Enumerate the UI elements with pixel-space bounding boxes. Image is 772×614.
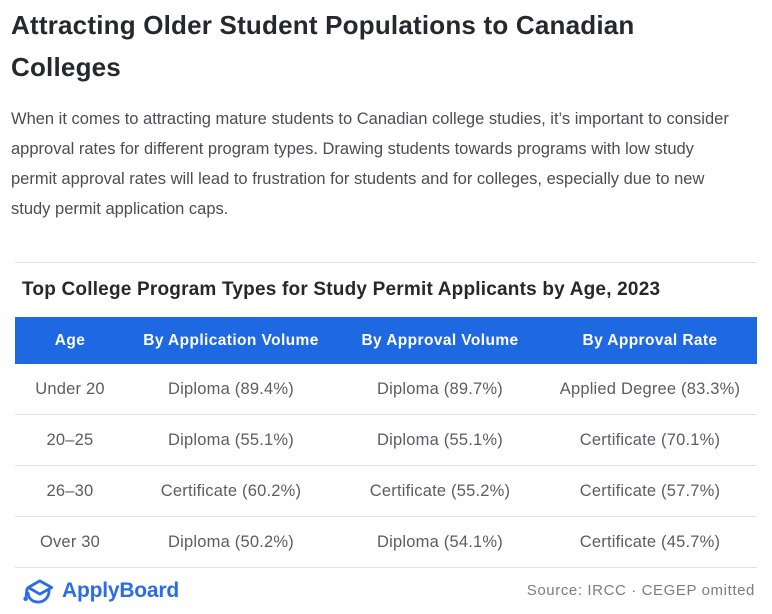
source-attribution: Source: IRCC · CEGEP omitted (526, 582, 755, 599)
program-types-table: Age By Application Volume By Approval Vo… (15, 317, 757, 568)
page-title: Attracting Older Student Populations to … (11, 10, 635, 82)
cell-application-volume: Diploma (50.2%) (125, 516, 337, 568)
cell-age: 20–25 (15, 414, 125, 466)
cell-age: Over 30 (15, 516, 125, 568)
cell-approval-rate: Certificate (70.1%) (543, 414, 757, 466)
cell-application-volume: Diploma (55.1%) (125, 414, 337, 466)
cell-approval-rate: Certificate (57.7%) (543, 465, 757, 517)
cell-age: Under 20 (15, 364, 125, 415)
table-row: 26–30 Certificate (60.2%) Certificate (5… (15, 465, 757, 517)
brand-wordmark: ApplyBoard (62, 578, 180, 602)
infographic-card: Top College Program Types for Study Perm… (15, 262, 757, 613)
column-header-application-volume: By Application Volume (125, 317, 337, 364)
graduation-cap-icon (23, 578, 54, 603)
table-row: 20–25 Diploma (55.1%) Diploma (55.1%) Ce… (15, 414, 757, 466)
table-row: Under 20 Diploma (89.4%) Diploma (89.7%)… (15, 364, 757, 415)
cell-application-volume: Certificate (60.2%) (125, 465, 337, 517)
cell-approval-volume: Diploma (89.7%) (337, 364, 543, 415)
column-header-approval-rate: By Approval Rate (543, 317, 757, 364)
table-header-row: Age By Application Volume By Approval Vo… (15, 317, 757, 364)
column-header-approval-volume: By Approval Volume (337, 317, 543, 364)
cell-age: 26–30 (15, 465, 125, 517)
cell-approval-volume: Certificate (55.2%) (337, 465, 543, 517)
cell-approval-rate: Certificate (45.7%) (543, 516, 757, 568)
column-header-age: Age (15, 317, 125, 364)
cell-approval-volume: Diploma (55.1%) (337, 414, 543, 466)
cell-approval-rate: Applied Degree (83.3%) (543, 364, 757, 415)
table-row: Over 30 Diploma (50.2%) Diploma (54.1%) … (15, 516, 757, 568)
cell-approval-volume: Diploma (54.1%) (337, 516, 543, 568)
table-title: Top College Program Types for Study Perm… (22, 279, 661, 300)
cell-application-volume: Diploma (89.4%) (125, 364, 337, 415)
applyboard-logo: ApplyBoard (20, 576, 179, 606)
intro-paragraph: When it comes to attracting mature stude… (11, 110, 729, 218)
card-footer: ApplyBoard Source: IRCC · CEGEP omitted (15, 568, 757, 613)
page: Attracting Older Student Populations to … (0, 4, 772, 614)
